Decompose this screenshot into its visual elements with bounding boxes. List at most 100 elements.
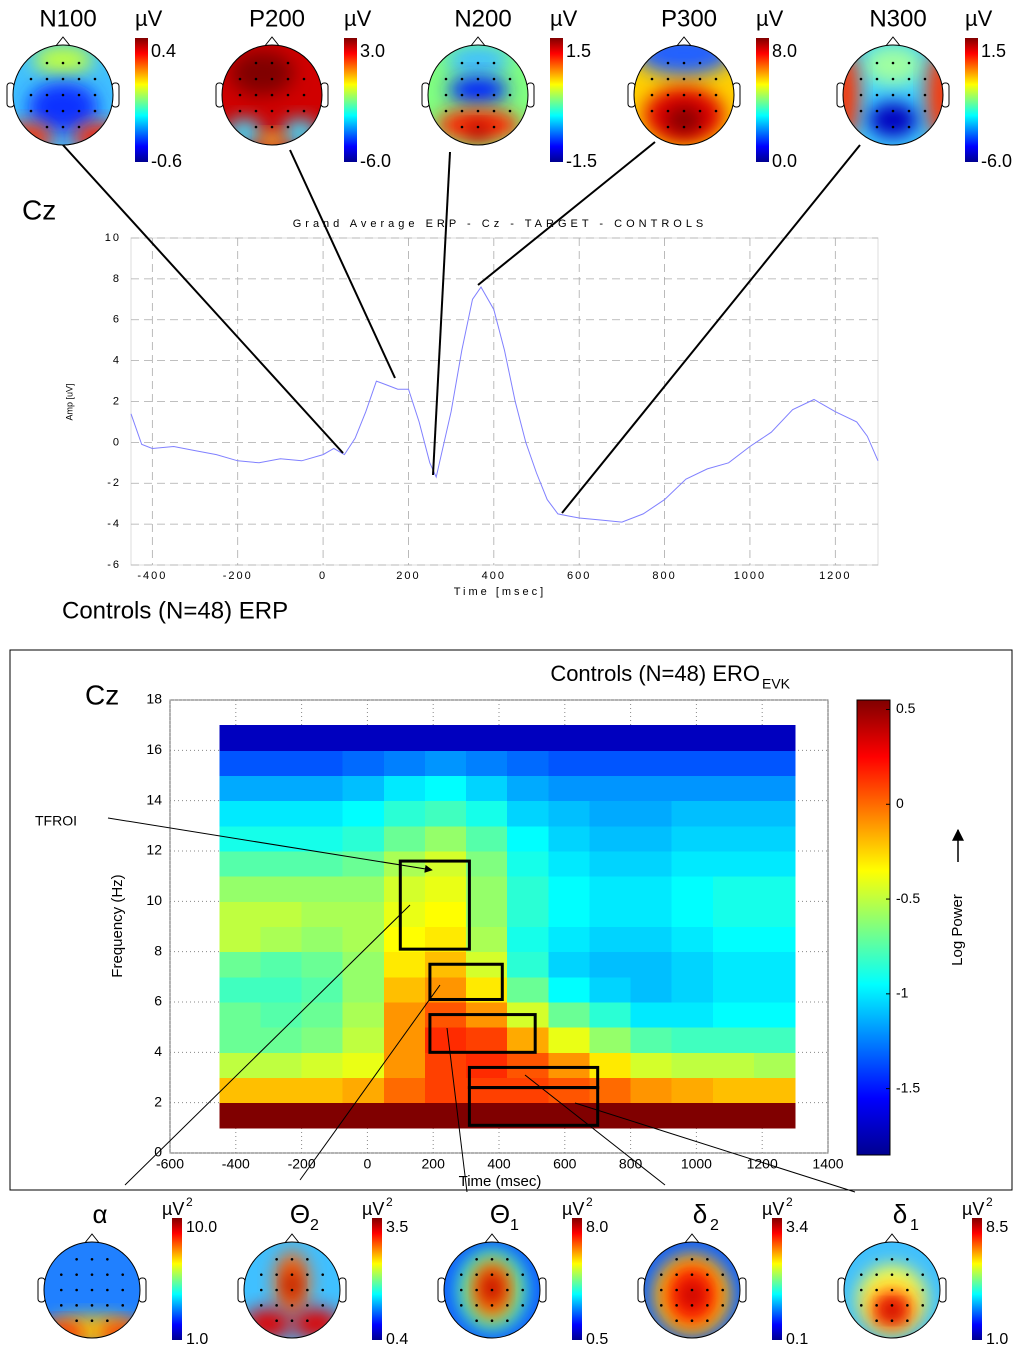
topomap-scale-max: 8.0 [586, 1219, 608, 1236]
nose [883, 1233, 901, 1245]
heat-cell [589, 1052, 632, 1078]
heat-cell [589, 1027, 632, 1053]
topomap-fill [44, 1242, 140, 1338]
heat-cell [712, 1002, 755, 1028]
electrode [93, 93, 97, 97]
electrode [859, 93, 863, 97]
electrode [90, 1288, 94, 1292]
nose [675, 36, 693, 48]
heat-cell [753, 851, 796, 877]
heat-cell [424, 750, 467, 776]
heat-cell [671, 976, 714, 1003]
electrode [106, 1257, 109, 1261]
heat-cell [589, 750, 632, 776]
electrode [306, 1288, 309, 1292]
heat-cell [260, 1002, 303, 1028]
electrode [460, 61, 464, 65]
topomap-label-subscript: 1 [510, 1217, 519, 1234]
topomap-scale-max: 8.5 [986, 1219, 1008, 1236]
electrode [475, 1257, 478, 1261]
electrode [286, 93, 290, 97]
topomap-scale-max: 1.5 [981, 41, 1006, 61]
topomap [6, 36, 120, 146]
electrode [476, 125, 480, 129]
electrode [61, 125, 65, 129]
nose [683, 1233, 701, 1245]
electrode [259, 1273, 263, 1276]
electrode [460, 125, 464, 129]
blob [292, 1308, 340, 1338]
electrode [521, 1304, 525, 1307]
electrode [302, 109, 306, 113]
heat-cell [507, 725, 549, 751]
heat-cell [753, 901, 796, 927]
electrode [270, 93, 274, 97]
electrode [45, 109, 49, 113]
nose [483, 1233, 501, 1245]
heat-cell [424, 901, 467, 927]
heat-cell [712, 901, 755, 927]
electrode [121, 1273, 125, 1276]
blob [480, 1270, 504, 1306]
blob [927, 50, 943, 140]
blob [448, 76, 508, 104]
electrode [59, 1304, 63, 1307]
heat-cell [589, 901, 632, 927]
electrode [77, 109, 81, 113]
topomap-colorbar [372, 1218, 382, 1340]
electrode [475, 1273, 478, 1276]
heat-cell [671, 1052, 714, 1078]
connector [477, 141, 656, 286]
heat-cell [342, 851, 385, 877]
heat-cell [219, 725, 261, 751]
scalp-outline [843, 1241, 941, 1339]
heat-cell [424, 1077, 467, 1104]
electrode [875, 109, 879, 113]
topomap-unit: µV [562, 1199, 584, 1219]
heat-cell [301, 851, 344, 877]
heat-cell [301, 876, 344, 902]
electrode [675, 1304, 678, 1307]
heat-cell [753, 1077, 796, 1104]
heat-cell [753, 1102, 796, 1129]
heat-cell [507, 800, 549, 827]
heat-cell [301, 976, 344, 1003]
x-tick-label: 1000 [734, 570, 766, 582]
colorbar-tick-label: -1.5 [896, 1079, 920, 1095]
electrode [875, 1257, 878, 1261]
electrode [714, 93, 718, 97]
topomap-unit: µV [162, 1199, 184, 1219]
heat-cell [630, 976, 673, 1003]
heat-cell [671, 851, 714, 877]
heat-cell [383, 1102, 426, 1129]
heat-cell [548, 1027, 590, 1053]
electrode [682, 109, 686, 113]
electrode [706, 1288, 709, 1292]
nose [54, 36, 72, 48]
electrode [890, 1273, 894, 1276]
blob [863, 45, 923, 85]
topomap-colorbar [572, 1218, 582, 1340]
topomap-scale-min: -1.5 [566, 151, 597, 171]
x-tick-label: 0 [319, 570, 327, 582]
x-tick-label: 400 [482, 570, 506, 582]
heat-cell [507, 1027, 549, 1053]
topomap-colorbar [172, 1218, 182, 1340]
heat-cell [712, 876, 755, 902]
colorbar-tick-label: 0.5 [896, 700, 916, 716]
topomap-unit-power: 2 [586, 1195, 593, 1209]
electrode [302, 93, 306, 97]
tfroi-arrow [107, 817, 433, 873]
electrode [906, 1257, 909, 1261]
topomap-unit: µV [135, 6, 163, 31]
x-tick-label: 400 [487, 1156, 511, 1172]
electrode [506, 1257, 509, 1261]
electrode [890, 1288, 894, 1292]
scalp-outline [633, 44, 735, 146]
electrode [690, 1288, 694, 1292]
electrode [508, 77, 512, 81]
electrode [682, 77, 686, 81]
scalp-outline [221, 44, 323, 146]
blob [33, 45, 93, 75]
heat-cell [630, 1052, 673, 1078]
